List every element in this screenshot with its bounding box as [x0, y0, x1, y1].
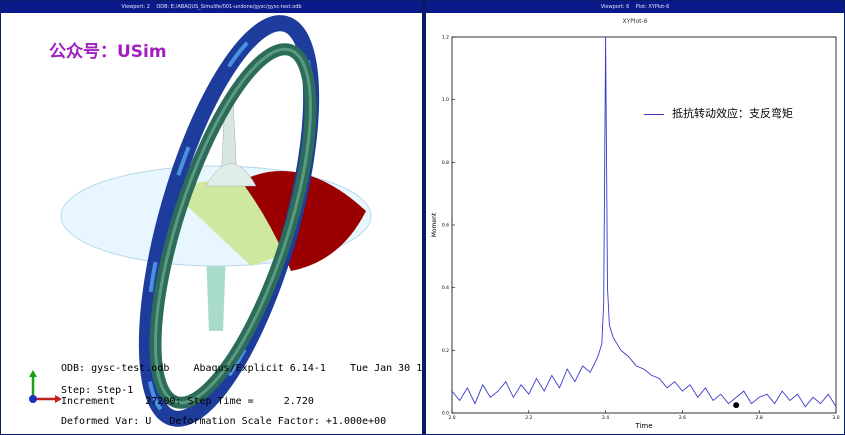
x-tick-label: 2.6 — [679, 415, 686, 421]
viewport-left-title: Viewport: 2 ODB: E:/ABAQUS_Simulife/001-… — [1, 1, 422, 13]
inner-ring-highlight — [154, 47, 312, 405]
info-odb: ODB: gysc-test.odb Abaqus/Explicit 6.14-… — [61, 363, 423, 374]
x-tick-label: 2.4 — [602, 415, 609, 421]
legend-label: 抵抗转动效应：支反弯矩 — [672, 107, 793, 120]
y-tick-label: 0.2 — [442, 348, 449, 354]
info-step: Step: Step-1 — [61, 385, 134, 396]
viewport-right[interactable]: Viewport: 6 Plot: XYPlot-6 XYPlot-6 2.0 2… — [425, 0, 845, 435]
xy-plot[interactable]: 2.0 2.2 2.4 2.6 2.8 3.00.00.20.40.60.81.01.2 … — [426, 1, 844, 434]
plot-frame — [451, 36, 837, 414]
legend: 抵抗转动效应：支反弯矩 — [644, 105, 793, 121]
info-deformed: Deformed Var: U Deformation Scale Factor… — [61, 416, 387, 427]
axis-triad — [29, 370, 62, 403]
viewport-right-title: Viewport: 6 Plot: XYPlot-6 — [426, 1, 844, 13]
x-axis-label: Time — [634, 422, 652, 430]
triad-y-arrow — [29, 370, 37, 377]
x-tick-label: 2.8 — [756, 415, 763, 421]
y-tick-label: 1.2 — [442, 35, 449, 41]
legend-swatch — [644, 113, 664, 115]
y-tick-label: 0.6 — [442, 223, 449, 229]
viewport-left[interactable]: Viewport: 2 ODB: E:/ABAQUS_Simulife/001-… — [0, 0, 423, 435]
plot-title: XYPlot-6 — [622, 18, 648, 25]
y-tick-label: 0.0 — [442, 411, 449, 417]
triad-x-arrow — [55, 395, 62, 403]
series-marker — [733, 402, 740, 409]
x-tick-label: 2.0 — [448, 415, 455, 421]
x-tick-label: 3.0 — [832, 415, 839, 421]
series-line — [451, 36, 837, 408]
y-tick-label: 1.0 — [442, 97, 449, 103]
disk-red-sector — [241, 171, 366, 271]
watermark-text: 公众号：USim — [49, 42, 167, 62]
y-tick-label: 0.4 — [442, 285, 449, 291]
triad-z-axis — [29, 395, 37, 403]
x-tick-label: 2.2 — [525, 415, 532, 421]
info-increment: Increment 27200: Step Time = 2.720 — [61, 396, 314, 407]
disk-hub — [205, 163, 257, 187]
y-tick-label: 0.8 — [442, 160, 449, 166]
lower-spindle — [206, 251, 226, 331]
y-axis-label: Moment — [431, 212, 438, 237]
gyroscope-model[interactable] — [1, 1, 422, 434]
